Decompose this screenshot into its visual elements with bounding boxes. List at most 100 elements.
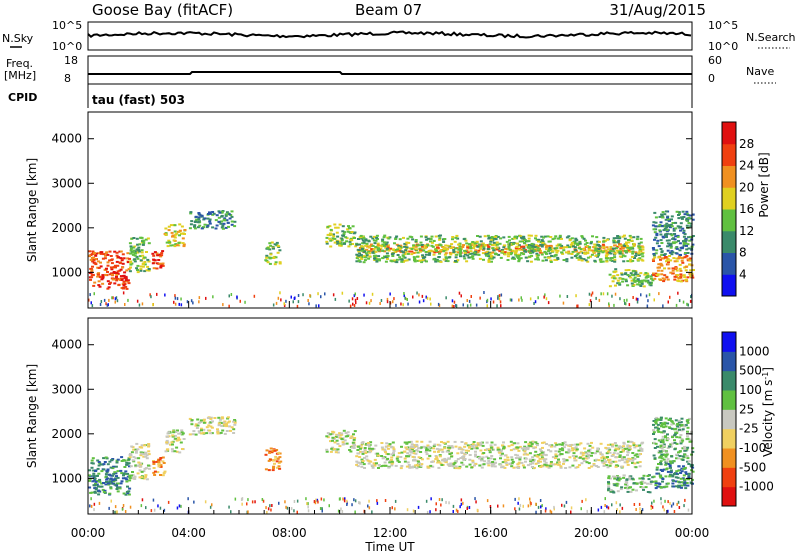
data-cell bbox=[125, 287, 129, 290]
data-cell bbox=[157, 461, 161, 463]
data-cell bbox=[674, 221, 678, 224]
data-cell bbox=[566, 244, 570, 247]
data-cell bbox=[117, 256, 121, 259]
data-cell bbox=[422, 249, 426, 252]
data-cell bbox=[595, 450, 599, 453]
data-cell bbox=[437, 234, 441, 237]
data-cell bbox=[202, 428, 206, 431]
data-cell bbox=[353, 437, 357, 439]
data-cell bbox=[155, 460, 159, 463]
velocity-data-layer bbox=[88, 416, 695, 514]
ground-scatter-cell bbox=[150, 295, 152, 299]
data-cell bbox=[616, 452, 620, 455]
ground-scatter-cell bbox=[315, 498, 317, 502]
data-cell bbox=[455, 253, 459, 256]
nsky-trace bbox=[87, 30, 692, 39]
ground-scatter-cell bbox=[425, 295, 427, 299]
data-cell bbox=[116, 270, 120, 273]
data-cell bbox=[613, 260, 617, 263]
data-cell bbox=[513, 237, 516, 240]
ground-scatter-cell bbox=[468, 506, 471, 509]
data-cell bbox=[224, 214, 228, 217]
data-cell bbox=[611, 460, 615, 463]
ground-scatter-cell bbox=[247, 510, 249, 514]
ground-scatter-cell bbox=[535, 510, 537, 514]
data-cell bbox=[655, 416, 659, 419]
ground-scatter-cell bbox=[394, 499, 397, 503]
ground-scatter-cell bbox=[635, 508, 637, 511]
data-cell bbox=[123, 466, 127, 468]
data-cell bbox=[438, 448, 442, 451]
data-cell bbox=[106, 271, 109, 273]
data-cell bbox=[121, 477, 125, 480]
data-cell bbox=[157, 462, 161, 465]
data-cell bbox=[479, 443, 483, 446]
data-cell bbox=[646, 491, 650, 493]
data-cell bbox=[669, 461, 673, 464]
data-cell bbox=[468, 458, 472, 461]
data-cell bbox=[453, 461, 457, 464]
colorbar-tick-label: 24 bbox=[739, 159, 754, 173]
data-cell bbox=[152, 463, 156, 465]
data-cell bbox=[623, 237, 627, 240]
ground-scatter-cell bbox=[156, 292, 158, 296]
data-cell bbox=[104, 476, 108, 479]
data-cell bbox=[613, 477, 617, 480]
data-cell bbox=[334, 451, 338, 454]
data-cell bbox=[467, 449, 470, 452]
data-cell bbox=[652, 260, 655, 262]
data-cell bbox=[663, 423, 666, 426]
ground-scatter-cell bbox=[394, 507, 396, 511]
ground-scatter-cell bbox=[262, 499, 265, 503]
data-cell bbox=[274, 256, 278, 259]
data-cell bbox=[108, 460, 112, 463]
data-cell bbox=[543, 250, 547, 253]
data-cell bbox=[207, 424, 211, 427]
data-cell bbox=[627, 448, 631, 451]
data-cell bbox=[540, 239, 544, 242]
data-cell bbox=[675, 252, 679, 255]
ground-scatter-cell bbox=[529, 297, 532, 301]
data-cell bbox=[199, 419, 203, 422]
data-cell bbox=[524, 457, 528, 460]
data-cell bbox=[666, 263, 670, 266]
data-cell bbox=[614, 456, 618, 459]
data-cell bbox=[652, 272, 655, 275]
data-cell bbox=[264, 453, 268, 456]
data-cell bbox=[624, 280, 628, 283]
data-cell bbox=[278, 262, 282, 265]
data-cell bbox=[223, 423, 226, 426]
data-cell bbox=[638, 250, 642, 253]
data-cell bbox=[687, 247, 691, 250]
data-cell bbox=[419, 451, 423, 453]
x-tick-label: 08:00 bbox=[272, 526, 307, 540]
data-cell bbox=[103, 268, 107, 271]
data-cell bbox=[334, 449, 338, 452]
colorbar-swatch bbox=[722, 187, 736, 210]
data-cell bbox=[634, 251, 638, 254]
data-cell bbox=[220, 215, 224, 218]
data-cell bbox=[364, 238, 368, 241]
data-cell bbox=[577, 443, 581, 446]
data-cell bbox=[535, 238, 539, 241]
ground-scatter-cell bbox=[669, 501, 671, 505]
data-cell bbox=[340, 432, 344, 435]
data-cell bbox=[130, 451, 134, 454]
data-cell bbox=[661, 435, 665, 438]
data-cell bbox=[408, 235, 412, 238]
ground-scatter-cell bbox=[500, 304, 502, 308]
data-cell bbox=[570, 256, 574, 259]
data-cell bbox=[96, 474, 99, 477]
data-cell bbox=[671, 251, 675, 254]
data-cell bbox=[657, 451, 661, 454]
data-cell bbox=[562, 259, 566, 261]
data-cell bbox=[608, 464, 612, 467]
ground-scatter-cell bbox=[514, 497, 516, 501]
data-cell bbox=[342, 429, 346, 432]
data-cell bbox=[475, 240, 479, 243]
data-cell bbox=[675, 457, 678, 460]
ground-scatter-cell bbox=[590, 293, 593, 297]
data-cell bbox=[509, 253, 513, 256]
ground-scatter-cell bbox=[672, 502, 675, 506]
ground-scatter-cell bbox=[619, 297, 621, 301]
